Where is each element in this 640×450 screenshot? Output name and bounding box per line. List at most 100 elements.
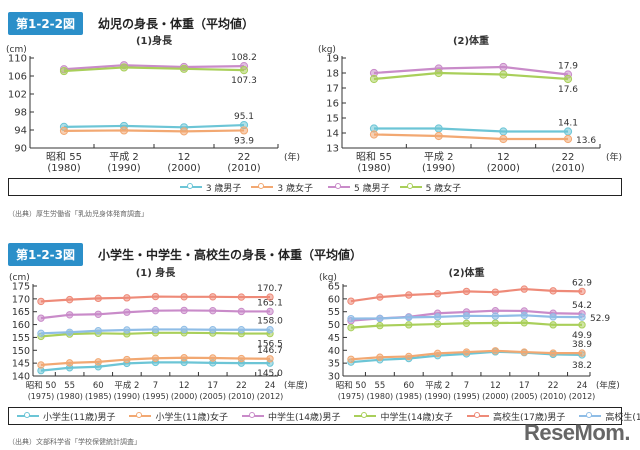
data-point	[578, 287, 586, 296]
data-point	[405, 313, 413, 322]
data-label: 145.0	[257, 369, 283, 379]
y-tick-label: 45	[328, 333, 340, 344]
x-tick-label-year: (1975)	[338, 392, 365, 401]
data-point	[119, 126, 129, 135]
series-line	[63, 123, 245, 129]
data-point	[179, 127, 189, 136]
series-3 歳女子	[369, 130, 573, 144]
legend-label: 5 歳男子	[354, 183, 390, 194]
data-point	[578, 349, 586, 357]
legend-line-marker-icon	[241, 411, 264, 421]
data-label: 170.7	[257, 284, 283, 294]
y-tick-label: 15	[326, 114, 339, 125]
data-point	[376, 321, 384, 330]
data-label: 54.2	[572, 301, 592, 311]
x-tick-label: 昭和 50	[336, 381, 367, 391]
legend-line-marker-icon	[579, 411, 602, 421]
y-tick-label: 16	[326, 99, 339, 110]
figure1-title: 幼児の身長・体重（平均値）	[98, 17, 255, 31]
series-line	[373, 133, 568, 141]
y-tick-label: 60	[328, 294, 340, 305]
data-point	[59, 126, 69, 136]
data-point	[347, 323, 355, 332]
data-point	[563, 134, 573, 144]
data-point	[266, 355, 274, 363]
data-point	[499, 70, 508, 79]
legend-label: 3 歳女子	[277, 183, 313, 194]
x-tick-label: 平成 2	[424, 151, 454, 163]
chart-title: (1) 身長	[136, 266, 177, 279]
x-tick-label: 12	[497, 152, 510, 163]
x-tick-label-year: (1980)	[367, 392, 394, 401]
data-label: 52.9	[590, 314, 610, 324]
data-point	[239, 66, 249, 75]
legend-line-marker-icon	[251, 182, 274, 192]
data-point	[266, 307, 274, 316]
y-tick-label: 40	[328, 346, 340, 357]
data-label: 158.0	[257, 317, 283, 327]
data-point	[59, 66, 69, 76]
series-中学生(14歳)女子	[347, 319, 586, 332]
data-point	[563, 74, 573, 84]
series-line	[63, 66, 245, 73]
figure1-badge: 第1-2-2図	[8, 12, 84, 35]
data-point	[549, 287, 557, 295]
x-tick-label-year: (1980)	[56, 392, 83, 401]
data-point	[491, 347, 500, 355]
data-point	[369, 130, 379, 139]
data-point	[462, 319, 471, 327]
legend-line-marker-icon	[354, 411, 377, 421]
figure2-badge: 第1-2-3図	[8, 243, 84, 266]
x-tick-label-year: (1990)	[422, 163, 455, 174]
data-point	[405, 291, 413, 299]
data-label: 49.9	[572, 331, 592, 341]
series-小学生(11歳)女子	[347, 347, 586, 363]
legend-item: 5 歳男子	[328, 181, 390, 194]
chart-title: (1)身長	[136, 34, 173, 47]
x-tick-label-year: (2000)	[487, 163, 520, 174]
data-point	[433, 290, 442, 298]
x-tick-label: 22	[238, 152, 251, 163]
data-point	[119, 63, 129, 72]
y-axis-unit: (cm)	[6, 45, 27, 55]
data-point	[433, 349, 442, 358]
series-5 歳女子	[59, 63, 249, 76]
y-tick-label: 155	[12, 333, 30, 344]
data-point	[209, 326, 217, 334]
y-tick-label: 102	[8, 90, 27, 101]
data-point	[94, 294, 102, 303]
series-小学生(11歳)女子	[37, 354, 274, 369]
data-point	[37, 297, 45, 306]
y-tick-label: 160	[12, 320, 30, 331]
series-高校生(17歳)女子	[37, 325, 274, 338]
data-point	[151, 325, 160, 334]
y-tick-label: 150	[12, 346, 30, 357]
legend-label: 高校生(17歳)女子	[605, 412, 640, 423]
series-3 歳女子	[59, 126, 249, 136]
legend-line-marker-icon	[17, 411, 39, 421]
data-point	[499, 127, 508, 136]
x-tick-label: 平成 2	[425, 380, 450, 391]
y-tick-label: 98	[14, 108, 27, 119]
series-5 歳女子	[369, 68, 573, 84]
y-tick-label: 110	[8, 54, 27, 65]
x-tick-label: 昭和 55	[46, 151, 82, 163]
y-tick-label: 18	[326, 69, 339, 80]
data-point	[549, 313, 557, 321]
series-3 歳男子	[59, 120, 249, 132]
data-point	[549, 349, 557, 357]
x-axis-unit: (年度)	[596, 380, 620, 391]
data-point	[180, 293, 188, 301]
data-point	[434, 68, 443, 78]
legend-item: 中学生(14歳)女子	[354, 410, 453, 423]
series-line	[374, 127, 568, 133]
x-tick-label-year: (1980)	[47, 163, 80, 174]
chart-title: (2)体重	[448, 266, 484, 279]
data-point	[549, 321, 557, 329]
data-point	[520, 311, 528, 320]
data-label: 62.9	[572, 278, 592, 288]
data-point	[65, 328, 74, 336]
